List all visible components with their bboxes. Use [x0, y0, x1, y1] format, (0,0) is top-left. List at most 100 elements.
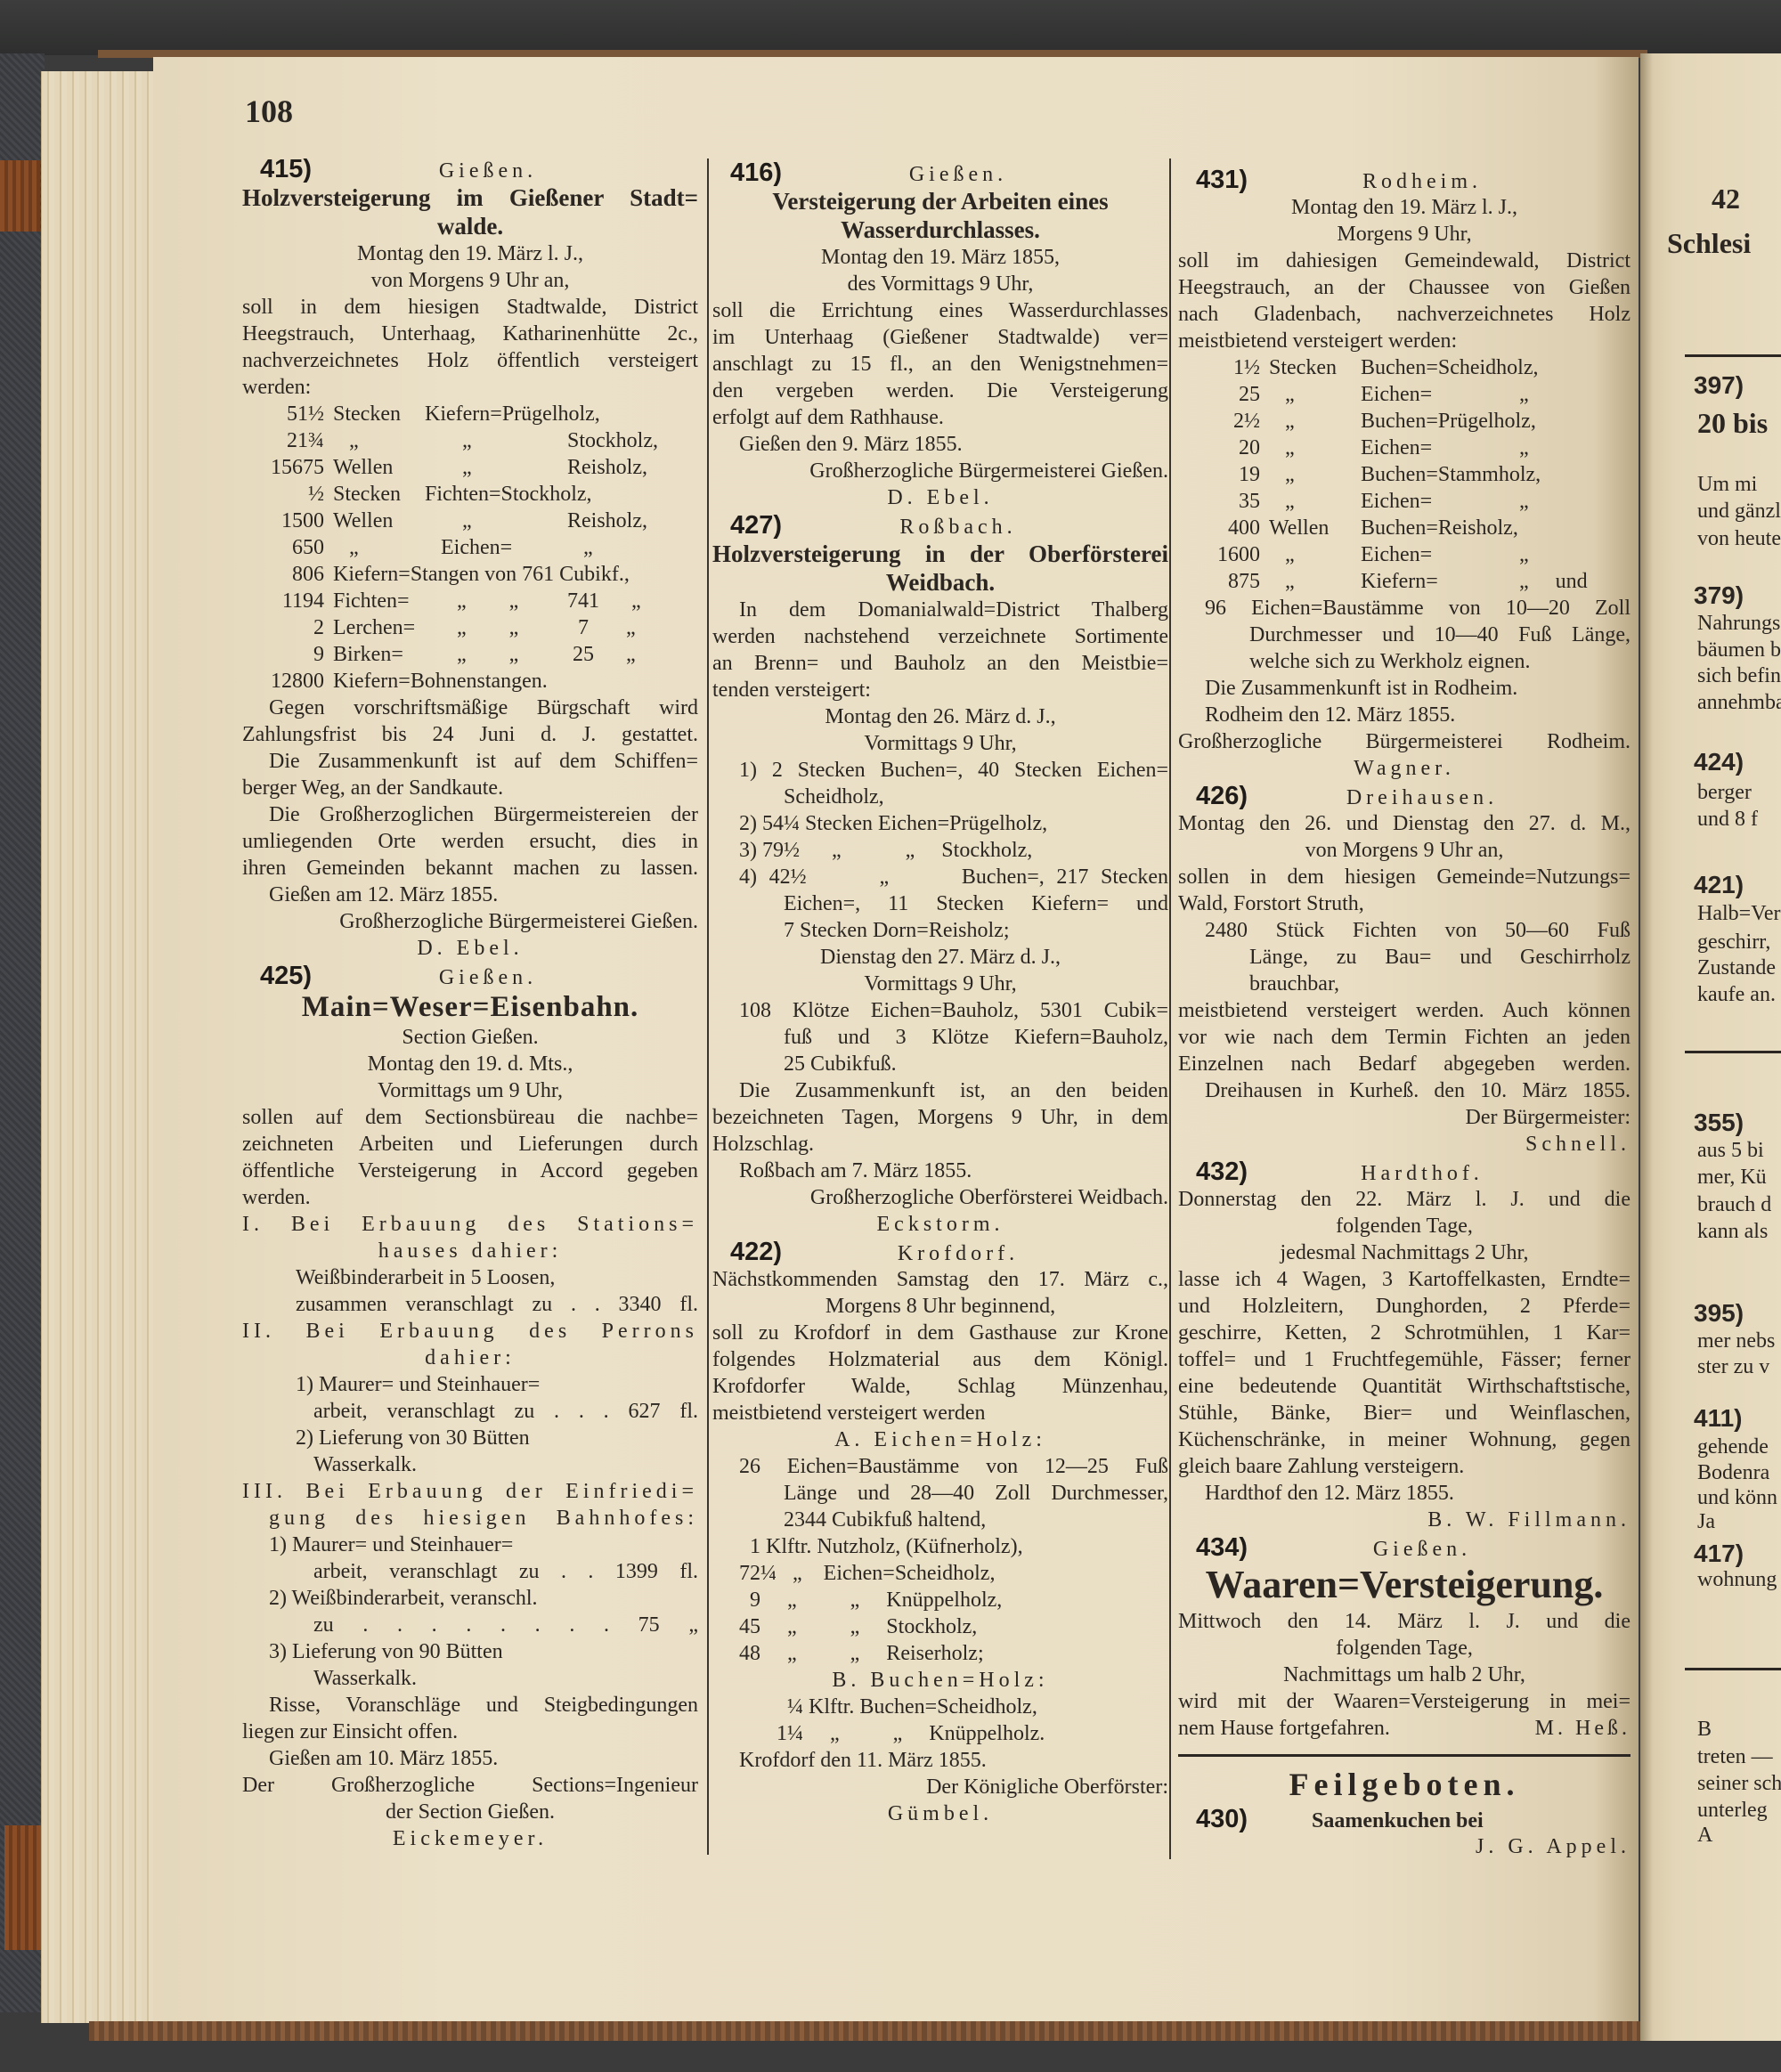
text-line: folgenden Tage, — [1336, 1637, 1473, 1660]
text-fragment: Nahrungs — [1697, 612, 1781, 635]
text-line: Vormittags 9 Uhr, — [864, 972, 1017, 995]
text-line: gleich baare Zahlung versteigern. — [1178, 1455, 1465, 1478]
lot-cell: 35 — [1239, 490, 1260, 513]
text-fragment: sich befinde — [1697, 664, 1781, 687]
notice-place: Gießen. — [438, 159, 538, 183]
text-line: Der Königliche Oberförster: — [926, 1775, 1168, 1799]
notice-number: 426) — [1196, 782, 1248, 810]
lot-cell: „ — [1269, 490, 1295, 513]
lot-cell: Eichen= — [1361, 490, 1433, 513]
text-line: 45 „ „ Stockholz, — [739, 1615, 978, 1638]
notice-number: 431) — [1196, 166, 1248, 194]
text-line: Montag den 26. März d. J., — [825, 705, 1056, 728]
lot-row: 20 „ Eichen= „ — [1178, 435, 1631, 461]
text-fragment: Schlesi — [1667, 227, 1752, 259]
lot-cell: Birken= — [333, 643, 403, 666]
text-line: meistbietend versteigert werden. Auch kö… — [1178, 999, 1631, 1022]
lot-cell: 400 — [1228, 516, 1260, 540]
text-line: In dem Domanialwald=District Thalberg — [739, 598, 1168, 622]
text-line: Vormittags um 9 Uhr, — [378, 1079, 563, 1102]
text-line: Wasserkalk. — [313, 1667, 418, 1690]
lot-cell: 875 — [1228, 570, 1260, 593]
lot-cell: „ — [1269, 570, 1295, 593]
lot-row: 2½ „ Buchen=Prügelholz, — [1178, 408, 1631, 435]
text-fragment: Bodenra — [1697, 1461, 1770, 1484]
text-line: Montag den 19. März 1855, — [821, 246, 1060, 269]
text-fragment: Zustande — [1697, 956, 1776, 979]
text-line: der Section Gießen. — [386, 1800, 555, 1824]
text-line: Schnell. — [1525, 1133, 1631, 1156]
newspaper-page — [153, 57, 1639, 2021]
lot-cell: 15675 — [271, 456, 324, 479]
notice-number: 432) — [1196, 1158, 1248, 1186]
text-line: soll die Errichtung eines Wasserdurchlas… — [712, 299, 1168, 322]
text-fragment: A — [1697, 1824, 1713, 1847]
lot-cell: Wellen — [333, 456, 394, 479]
lot-cell: Reisholz, — [567, 509, 647, 532]
lot-row: 400 Wellen Buchen=Reisholz, — [1178, 515, 1631, 541]
text-line: hauses dahier: — [378, 1239, 563, 1263]
lot-cell: „ — [425, 509, 472, 532]
text-line: 1) Maurer= und Steinhauer= — [296, 1373, 541, 1396]
text-fragment: geschirr, — [1697, 930, 1771, 954]
lot-cell: „ und — [1503, 570, 1588, 593]
lot-cell: Kiefern= — [1361, 570, 1438, 593]
text-line: 7 Stecken Dorn=Reisholz; — [784, 919, 1010, 942]
notice-number: 416) — [730, 158, 783, 187]
text-line: Holzversteigerung im Gießener Stadt= — [242, 184, 698, 211]
lot-cell: 741 „ — [567, 589, 641, 613]
text-line: im Unterhaag (Gießener Stadtwalde) ver= — [712, 326, 1168, 349]
text-line: vor wie nach dem Termin Fichten an jeden — [1178, 1026, 1631, 1049]
text-line: 1) 2 Stecken Buchen=, 40 Stecken Eichen= — [739, 759, 1168, 782]
section-divider — [1685, 1051, 1781, 1053]
text-line: Heegstrauch, an der Chaussee von Gießen — [1178, 276, 1631, 299]
text-line: 48 „ „ Reiserholz; — [739, 1642, 984, 1665]
lot-cell: „ — [333, 429, 359, 452]
text-line: Heegstrauch, Unterhaag, Katharinenhütte … — [242, 322, 698, 345]
text-fragment: bäumen b — [1697, 638, 1781, 662]
lot-row: 650 „ Eichen= „ — [242, 534, 698, 561]
text-line: Section Gießen. — [402, 1026, 539, 1049]
lot-row: 1194 Fichten= „ „ 741 „ — [242, 588, 698, 614]
notice-number: 430) — [1196, 1805, 1248, 1833]
lot-row: 51½ Stecken Kiefern=Prügelholz, — [242, 401, 698, 427]
text-line: Main=Weser=Eisenbahn. — [301, 991, 639, 1023]
lot-row: 25 „ Eichen= „ — [1178, 381, 1631, 408]
lot-cell: 20 — [1239, 436, 1260, 459]
text-fragment: von heute — [1697, 527, 1781, 550]
lot-cell: „ „ — [425, 643, 519, 666]
text-fragment: gehende — [1697, 1435, 1769, 1459]
lot-cell: ½ — [308, 483, 324, 506]
notice-header: 415) Gießen. — [242, 155, 698, 183]
text-line: Großherzogliche Bürgermeisterei Gießen. — [809, 459, 1168, 483]
lot-cell: Lerchen= — [333, 616, 416, 639]
notice-number: 421) — [1694, 871, 1744, 898]
text-line: arbeit, veranschlagt zu . . . 627 fl. — [313, 1400, 698, 1423]
text-line: Dienstag den 27. März d. J., — [820, 946, 1061, 969]
notice-header: 432) Hardthof. — [1178, 1158, 1631, 1186]
lot-cell: „ — [425, 456, 472, 479]
lot-row: 15675 Wellen „ Reisholz, — [242, 454, 698, 481]
notice-header: 416) Gießen. — [712, 158, 1168, 187]
lot-row: 35 „ Eichen= „ — [1178, 488, 1631, 515]
text-line: Die Großherzoglichen Bürgermeistereien d… — [269, 803, 698, 826]
text-fragment: und gänzl — [1697, 500, 1781, 523]
text-line: Großherzogliche Bürgermeisterei Gießen. — [339, 910, 698, 933]
text-line: lasse ich 4 Wagen, 3 Kartoffelkasten, Er… — [1178, 1268, 1631, 1291]
book-edge-bottom — [89, 2021, 1656, 2041]
text-line: sollen in dem hiesigen Gemeinde=Nutzungs… — [1178, 865, 1631, 889]
lot-cell: „ — [1269, 436, 1295, 459]
lot-cell: „ — [567, 536, 593, 559]
lot-cell: 25 — [1239, 383, 1260, 406]
lot-cell: 806 — [292, 563, 324, 586]
notice-place: Hardthof. — [1361, 1162, 1484, 1185]
lot-cell: Reisholz, — [567, 456, 647, 479]
lot-cell: Wellen — [333, 509, 394, 532]
text-line: Holzversteigerung in der Oberförsterei — [712, 540, 1168, 567]
text-line: folgenden Tage, — [1336, 1215, 1473, 1238]
text-line: Hardthof den 12. März 1855. — [1205, 1482, 1454, 1505]
lot-cell: 12800 — [271, 670, 324, 693]
text-line: Wald, Forstort Struth, — [1178, 892, 1364, 915]
text-line: zusammen veranschlagt zu . . 3340 fl. — [296, 1293, 698, 1316]
text-line: Gießen am 12. März 1855. — [269, 883, 499, 906]
